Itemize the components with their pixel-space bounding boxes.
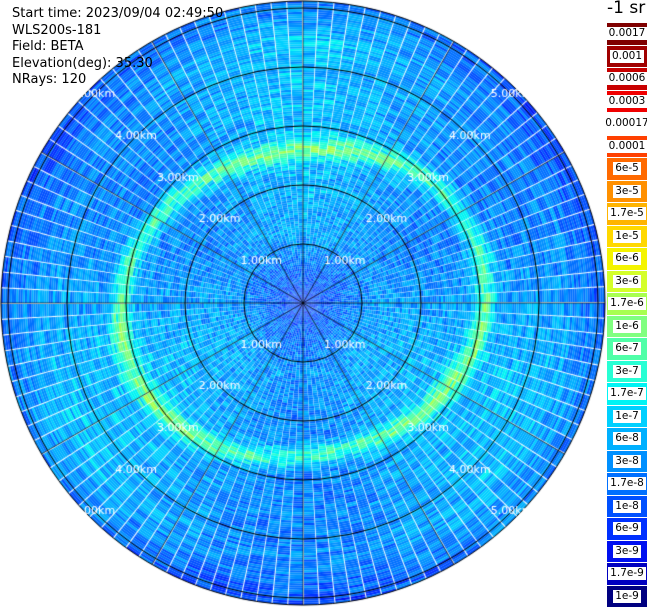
- colorbar-level-label: 1e-8: [613, 499, 641, 513]
- colorbar-level: 0.00017: [603, 112, 647, 135]
- colorbar-level: 0.0006: [606, 67, 647, 90]
- colorbar-level-label: 0.001: [609, 49, 645, 63]
- colorbar-level-label: 3e-8: [613, 454, 641, 468]
- colorbar-level-label: 0.0017: [606, 27, 647, 41]
- colorbar-level-label: 3e-6: [613, 274, 641, 288]
- colorbar-level: 3e-9: [607, 539, 647, 562]
- colorbar-level: 3e-6: [607, 269, 647, 292]
- colorbar-level: 0.0001: [606, 134, 647, 157]
- colorbar-level-label: 1.7e-5: [608, 207, 646, 221]
- colorbar-level: 6e-7: [607, 337, 647, 360]
- colorbar-level-label: 6e-6: [613, 252, 641, 266]
- instrument-text: WLS200s-181: [12, 22, 102, 38]
- colorbar-level-label: 6e-7: [613, 342, 641, 356]
- colorbar-level: 1.7e-5: [607, 202, 647, 225]
- colorbar-level: 1e-6: [607, 314, 647, 337]
- colorbar-level: 0.0017: [606, 22, 647, 45]
- colorbar-level: 1e-7: [607, 404, 647, 427]
- elevation-text: Elevation(deg): 35.30: [12, 55, 153, 71]
- colorbar-level-label: 6e-9: [613, 522, 641, 536]
- colorbar-level-label: 1.7e-9: [608, 567, 646, 581]
- colorbar-level-label: 1e-7: [613, 409, 641, 423]
- nrays-text: NRays: 120: [12, 72, 87, 87]
- colorbar-level-label: 0.00017: [603, 117, 647, 131]
- scan-info: Start time: 2023/09/04 02:49:50 WLS200s-…: [12, 6, 223, 89]
- colorbar-level: 1.7e-6: [607, 292, 647, 315]
- colorbar-level: 1e-8: [607, 494, 647, 517]
- colorbar-level-label: 1.7e-7: [608, 387, 646, 401]
- colorbar-level-label: 1.7e-8: [608, 477, 646, 491]
- colorbar: 0.0017 0.001 0.0006 0.0003 0.00017 0.0001 6e-5…: [603, 22, 647, 607]
- colorbar-level: 1.7e-7: [607, 382, 647, 405]
- colorbar-level-label: 6e-8: [613, 432, 641, 446]
- colorbar-level-label: 6e-5: [613, 162, 641, 176]
- ppi-scan-plot: [0, 0, 607, 607]
- colorbar-unit-label: -1 sr: [607, 0, 646, 18]
- colorbar-level: 3e-8: [607, 449, 647, 472]
- colorbar-level: 3e-5: [607, 179, 647, 202]
- field-text: Field: BETA: [12, 39, 84, 54]
- colorbar-level: 1.7e-9: [607, 562, 647, 585]
- colorbar-level: 1e-9: [607, 584, 647, 607]
- colorbar-level: 1e-5: [607, 224, 647, 247]
- colorbar-level: 1.7e-8: [607, 472, 647, 495]
- colorbar-level: 3e-7: [607, 359, 647, 382]
- colorbar-level-label: 3e-9: [613, 544, 641, 558]
- colorbar-level-label: 0.0001: [606, 139, 647, 153]
- colorbar-level-label: 1e-6: [613, 319, 641, 333]
- colorbar-level: 0.0003: [606, 89, 647, 112]
- colorbar-level-label: 3e-7: [613, 364, 641, 378]
- colorbar-level-label: 1e-5: [613, 229, 641, 243]
- colorbar-level-label: 1.7e-6: [608, 297, 646, 311]
- colorbar-level: 6e-9: [607, 517, 647, 540]
- colorbar-level-label: 3e-5: [613, 184, 641, 198]
- colorbar-level: 6e-8: [607, 427, 647, 450]
- colorbar-level: 6e-6: [607, 247, 647, 270]
- colorbar-level-label: 0.0006: [606, 72, 647, 86]
- colorbar-level: 0.001: [607, 44, 647, 67]
- colorbar-level-label: 0.0003: [606, 94, 647, 108]
- start-time-text: Start time: 2023/09/04 02:49:50: [12, 6, 224, 21]
- colorbar-level-label: 1e-9: [613, 589, 641, 603]
- colorbar-level: 6e-5: [607, 157, 647, 180]
